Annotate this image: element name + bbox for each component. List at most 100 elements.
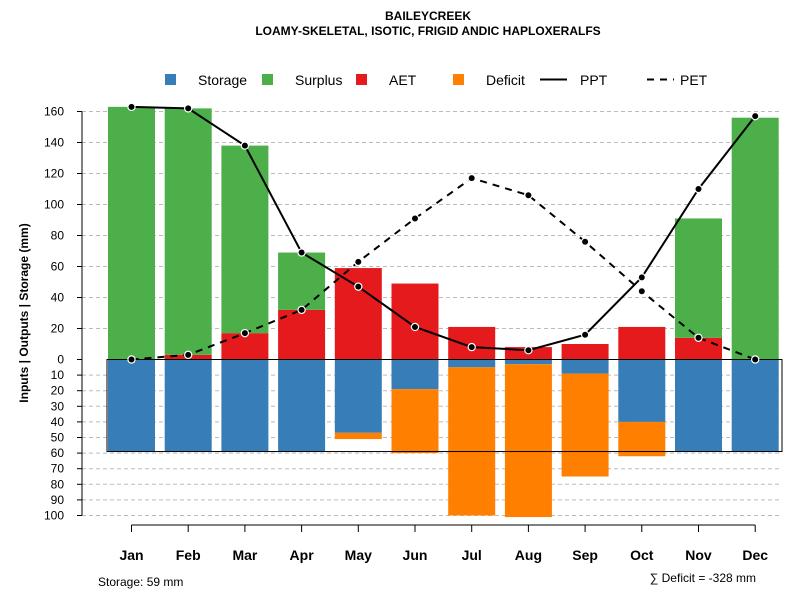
legend-swatch: [453, 74, 464, 85]
series-lines: [127, 102, 760, 364]
deficit-bar: [334, 432, 382, 440]
legend-label: Surplus: [295, 72, 342, 88]
deficit-bar: [448, 367, 496, 516]
storage-bar: [334, 359, 382, 433]
x-tick-label: Jun: [403, 547, 428, 563]
aet-bar: [391, 283, 439, 360]
aet-bar: [278, 309, 326, 360]
y-axis-title: Inputs | Outputs | Storage (mm): [17, 223, 31, 402]
storage-bar: [448, 359, 496, 368]
storage-bar: [504, 359, 552, 365]
x-tick-label: Oct: [630, 547, 654, 563]
ppt-point: [751, 111, 760, 121]
storage-bar: [618, 359, 666, 422]
legend-item-ppt: PPT: [540, 72, 608, 88]
y-tick-label: 140: [44, 136, 64, 150]
pet-line: [131, 177, 756, 361]
pet-point: [694, 333, 703, 342]
x-tick-label: Jul: [462, 547, 482, 563]
x-tick-label: Jan: [119, 547, 143, 563]
pet-point: [637, 287, 647, 296]
legend: Storage Surplus AET Deficit PPT PET: [165, 72, 708, 88]
ppt-point: [297, 248, 306, 257]
y-tick-label: 20: [51, 322, 65, 336]
legend-item-deficit: Deficit: [453, 72, 525, 88]
y-tick-label: 70: [51, 462, 65, 476]
legend-label: PPT: [580, 72, 608, 88]
ppt-point: [183, 104, 193, 113]
y-tick-label: 120: [44, 167, 64, 181]
ppt-point: [637, 273, 647, 282]
deficit-bar: [504, 364, 552, 518]
ppt-line: [131, 105, 756, 352]
storage-bar: [391, 359, 439, 390]
chart-title: BAILEYCREEK: [385, 9, 471, 23]
y-tick-label: 40: [51, 291, 65, 305]
ppt-point: [580, 330, 590, 339]
gridlines: [82, 111, 782, 516]
x-tick-label: Feb: [176, 547, 201, 563]
storage-note: Storage: 59 mm: [98, 575, 183, 589]
legend-label: PET: [680, 72, 708, 88]
pet-point: [354, 257, 363, 267]
y-tick-label: 60: [51, 446, 65, 460]
axes: 0204060801001201401601020304050607080901…: [44, 105, 768, 564]
chart-subtitle: LOAMY-SKELETAL, ISOTIC, FRIGID ANDIC HAP…: [255, 24, 600, 38]
ppt-point: [354, 282, 363, 291]
aet-bar: [618, 326, 666, 360]
y-tick-label: 100: [44, 198, 64, 212]
x-tick-label: Aug: [515, 547, 542, 563]
y-tick-label: 80: [51, 229, 65, 243]
legend-swatch: [262, 74, 273, 85]
storage-bar: [278, 359, 326, 452]
legend-swatch: [356, 74, 367, 85]
y-tick-label: 0: [57, 353, 64, 367]
ppt-point: [410, 322, 420, 332]
ppt-point: [467, 342, 476, 352]
ppt-point: [524, 346, 533, 355]
pet-point: [183, 350, 193, 360]
storage-bar: [108, 359, 155, 452]
y-tick-label: 50: [51, 431, 65, 445]
x-tick-label: May: [345, 547, 372, 563]
surplus-bar: [675, 218, 722, 338]
pet-point: [580, 237, 590, 246]
pet-point: [240, 328, 250, 338]
pet-point: [127, 355, 136, 364]
y-tick-label: 20: [51, 384, 65, 398]
legend-item-aet: AET: [356, 72, 417, 88]
surplus-bar: [731, 117, 779, 360]
legend-item-storage: Storage: [165, 72, 247, 88]
y-tick-label: 80: [51, 477, 65, 491]
deficit-bar: [391, 389, 439, 454]
ppt-point: [694, 184, 703, 194]
ppt-point: [240, 141, 250, 150]
x-tick-label: Dec: [742, 547, 768, 563]
pet-point: [751, 355, 760, 364]
surplus-bar: [108, 106, 155, 360]
pet-point: [467, 173, 476, 183]
pet-point: [297, 305, 306, 315]
legend-label: AET: [389, 72, 417, 88]
y-tick-label: 60: [51, 260, 65, 274]
x-tick-label: Nov: [685, 547, 712, 563]
aet-bar: [675, 337, 722, 360]
deficit-bar: [561, 373, 609, 477]
x-tick-label: Apr: [290, 547, 315, 563]
storage-bar: [731, 359, 779, 452]
x-tick-label: Sep: [572, 547, 598, 563]
y-tick-label: 30: [51, 399, 65, 413]
pet-point: [410, 214, 420, 223]
y-tick-label: 90: [51, 493, 65, 507]
aet-bar: [221, 333, 269, 360]
deficit-bar: [618, 421, 666, 457]
aet-bar: [561, 344, 609, 360]
legend-swatch: [165, 74, 176, 85]
y-tick-label: 100: [44, 509, 64, 523]
surplus-bar: [221, 145, 269, 334]
storage-bar: [561, 359, 609, 374]
legend-item-pet: PET: [647, 72, 708, 88]
aet-bar: [334, 268, 382, 360]
y-tick-label: 160: [44, 105, 64, 119]
